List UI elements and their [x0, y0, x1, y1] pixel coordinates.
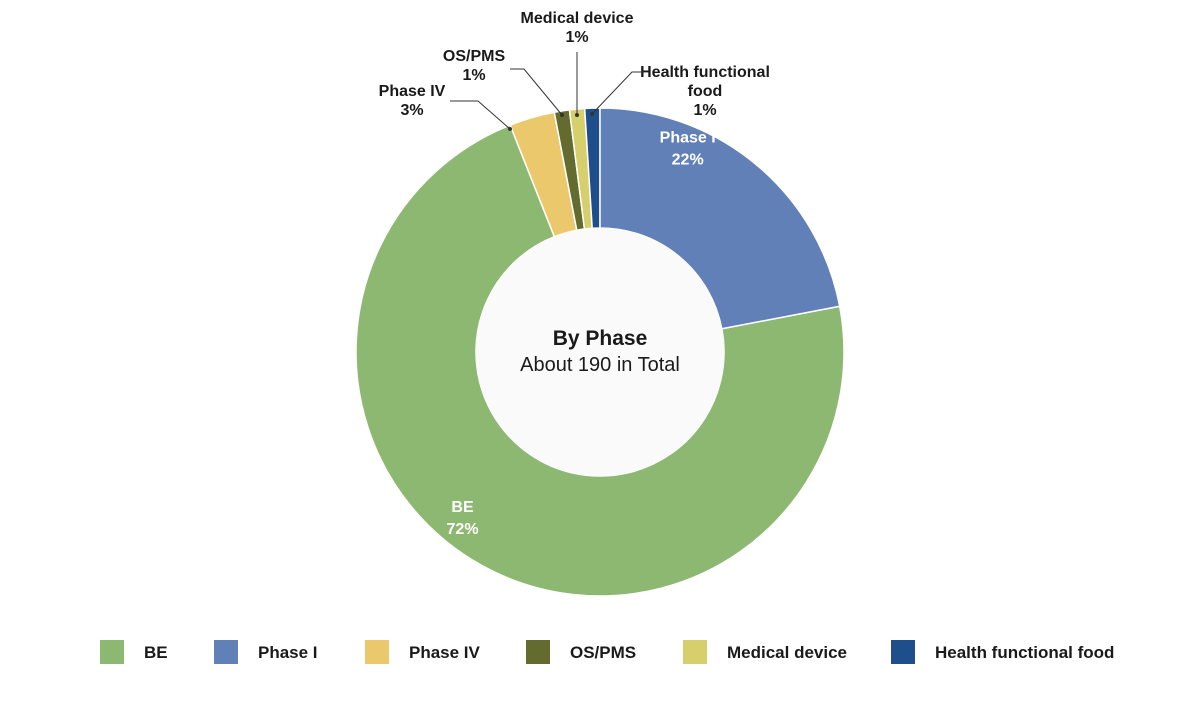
- leader-dot-health-functional-food: [590, 112, 594, 116]
- callout-value-os-pms: 1%: [462, 67, 485, 84]
- leader-line-phase-iv: [450, 100, 511, 130]
- leader-dot-medical-device: [575, 113, 579, 117]
- slice-label-phase-i: Phase I: [660, 130, 716, 147]
- legend-swatch-os-pms: [526, 640, 550, 664]
- callout-value-medical-device: 1%: [565, 29, 588, 46]
- slice-label-be: BE: [451, 499, 474, 516]
- callout-labels: BE 72% Phase I 22% Phase IV 3% OS/PMS 1% Medical…: [379, 10, 770, 538]
- leader-dot-phase-iv: [508, 127, 512, 131]
- legend: BE Phase I Phase IV OS/PMS Medical device Hea…: [100, 640, 1114, 664]
- callout-label-os-pms-1: OS/PMS: [443, 48, 506, 65]
- legend-swatch-phase-i: [214, 640, 238, 664]
- legend-label-be: BE: [144, 643, 168, 662]
- center-title: By Phase: [553, 327, 648, 350]
- legend-label-medical-device: Medical device: [727, 643, 847, 662]
- leader-dot-os-pms: [560, 113, 564, 117]
- donut-hole: [476, 228, 724, 476]
- legend-label-os-pms: OS/PMS: [570, 643, 636, 662]
- legend-swatch-health-functional-food: [891, 640, 915, 664]
- legend-swatch-be: [100, 640, 124, 664]
- center-subtitle: About 190 in Total: [520, 354, 680, 376]
- leader-line-health-functional-food: [591, 71, 644, 115]
- slice-value-be: 72%: [447, 521, 479, 538]
- legend-swatch-medical-device: [683, 640, 707, 664]
- callout-label-medical-device-1: Medical device: [521, 10, 634, 27]
- leader-line-os-pms: [510, 68, 563, 116]
- callout-label-phase-iv-1: Phase IV: [379, 83, 446, 100]
- legend-swatch-phase-iv: [365, 640, 389, 664]
- legend-label-health-functional-food: Health functional food: [935, 643, 1114, 662]
- donut-slices: [355, 107, 845, 597]
- callout-label-health-functional-food-1: Health functional: [640, 64, 770, 81]
- callout-label-health-functional-food-2: food: [688, 83, 723, 100]
- callout-value-health-functional-food: 1%: [693, 102, 716, 119]
- callout-value-phase-iv: 3%: [400, 102, 423, 119]
- legend-label-phase-iv: Phase IV: [409, 643, 481, 662]
- legend-label-phase-i: Phase I: [258, 643, 318, 662]
- slice-value-phase-i: 22%: [672, 152, 704, 169]
